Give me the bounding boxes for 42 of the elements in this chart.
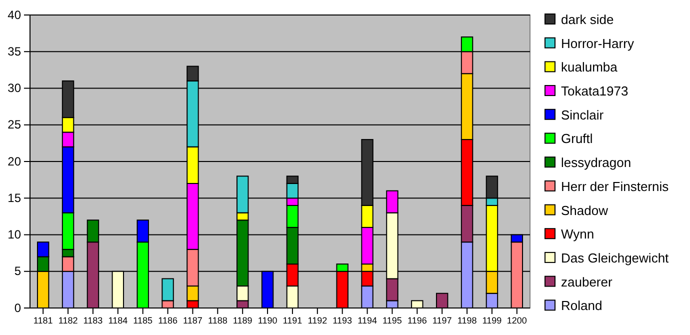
x-tick-label: 1192	[308, 315, 328, 326]
y-tick-label: 30	[8, 81, 22, 96]
x-tick-label: 1182	[58, 315, 78, 326]
x-tick-label: 1187	[183, 315, 202, 326]
x-tick-label: 1191	[282, 315, 302, 326]
legend-label: Shadow	[561, 202, 609, 218]
legend-label: Tokata1973	[561, 84, 628, 99]
legend-label: Das Gleichgewicht	[561, 250, 670, 266]
x-tick-label: 1181	[33, 315, 53, 326]
x-tick-label: 1190	[258, 315, 278, 326]
y-tick-label: 10	[8, 228, 22, 242]
x-tick-label: 1186	[158, 315, 178, 326]
x-tick-label: 1193	[332, 315, 352, 326]
x-tick-label: 1183	[83, 315, 103, 326]
legend-label: Wynn	[561, 226, 594, 242]
y-tick-label: 0	[14, 300, 22, 315]
x-tick-label: 1184	[108, 315, 128, 326]
x-tick-label: 1198	[457, 315, 477, 326]
y-tick-label: 5	[14, 264, 22, 278]
legend-label: Herr der Finsternis	[561, 178, 670, 194]
x-tick-label: 1195	[382, 315, 402, 326]
legend-label: zauberer	[561, 274, 613, 290]
y-tick-label: 20	[8, 154, 22, 168]
legend-label: Sinclair	[561, 107, 604, 122]
x-tick-label: 1196	[407, 315, 427, 326]
legend-label: kualumba	[561, 60, 618, 75]
y-tick-label: 25	[8, 118, 22, 132]
legend-label: lessydragon	[561, 155, 632, 170]
x-tick-label: 1194	[358, 315, 377, 326]
legend-label: Horror-Harry	[561, 36, 634, 51]
x-tick-label: 1197	[432, 315, 452, 326]
legend-label: dark side	[561, 12, 614, 27]
x-tick-label: 1200	[506, 315, 527, 326]
y-tick-label: 15	[8, 190, 22, 205]
legend-label: Gruftl	[561, 131, 593, 146]
x-tick-label: 1185	[133, 315, 153, 326]
y-tick-label: 35	[8, 44, 22, 58]
x-tick-label: 1188	[208, 315, 228, 326]
x-tick-label: 1199	[482, 315, 502, 326]
legend-label: Roland	[561, 298, 602, 314]
y-tick-label: 40	[8, 8, 22, 22]
x-tick-label: 1189	[232, 315, 252, 326]
